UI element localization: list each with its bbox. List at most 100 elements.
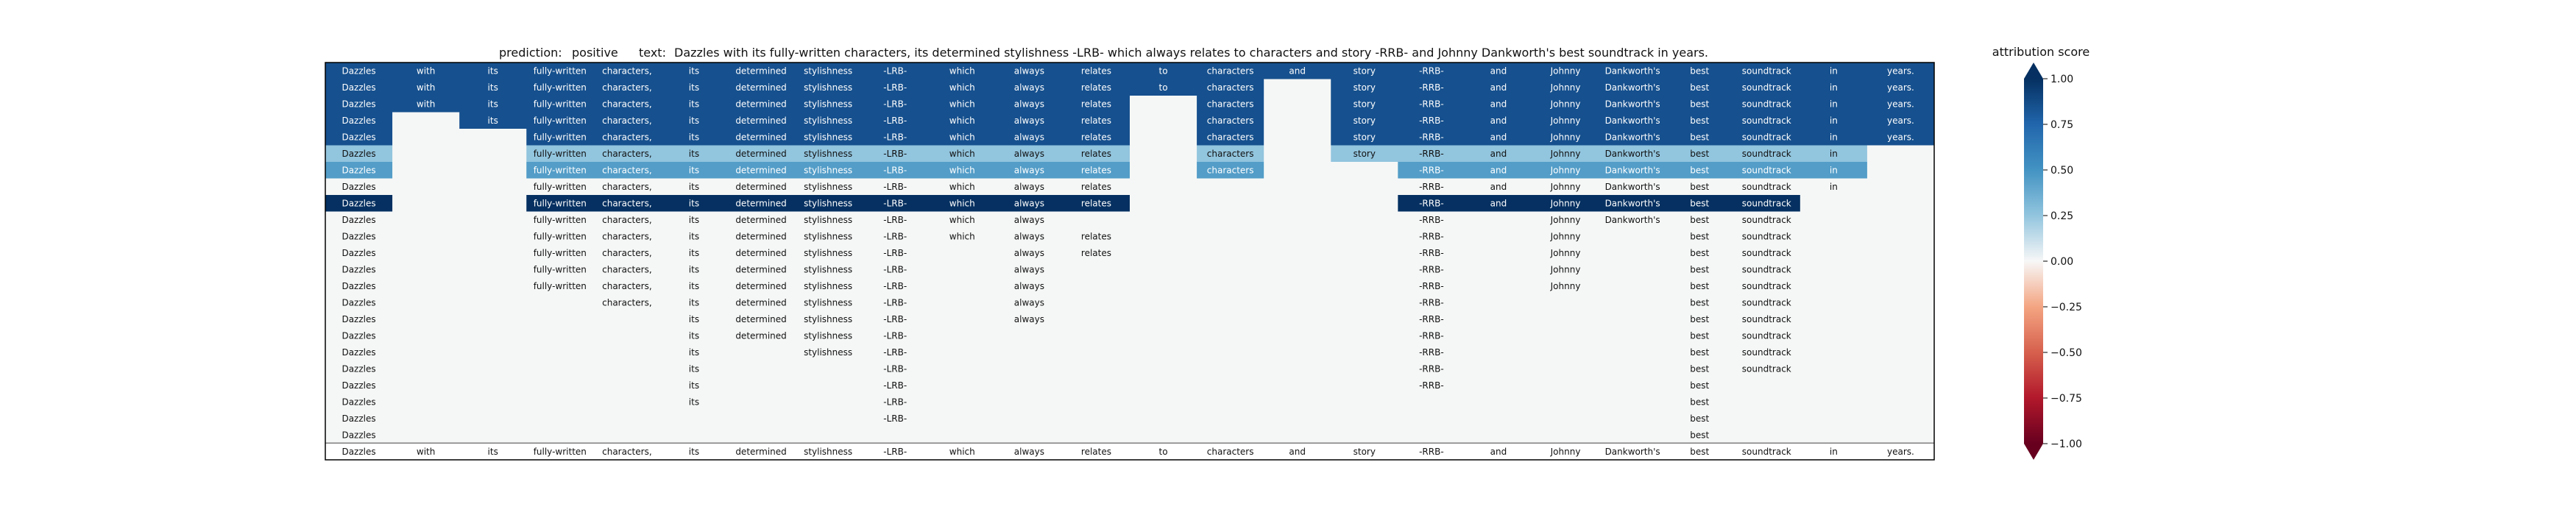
heatmap-token-label: always <box>1014 149 1044 159</box>
heatmap-token-label: -LRB- <box>883 347 907 358</box>
heatmap-token-label: fully-written <box>534 165 587 175</box>
heatmap-token-label: fully-written <box>534 149 587 159</box>
title-prediction-label: prediction: <box>499 46 562 60</box>
heatmap-token-label: its <box>689 397 699 407</box>
heatmap-token-label: always <box>1014 281 1044 291</box>
heatmap-token-label: always <box>1014 65 1044 76</box>
heatmap-cell-band <box>1197 96 1264 113</box>
heatmap-token-label: relates <box>1081 82 1111 93</box>
heatmap-cell-band <box>526 195 1130 212</box>
heatmap-token-label: to <box>1159 65 1168 76</box>
colorbar-tick-label: −1.00 <box>2050 438 2082 450</box>
heatmap-token-label: its <box>689 116 699 126</box>
heatmap-token-label: Dankworth's <box>1605 198 1660 208</box>
heatmap-token-label: soundtrack <box>1742 363 1791 374</box>
heatmap-token-label: relates <box>1081 65 1111 76</box>
heatmap-token-label: best <box>1690 264 1709 274</box>
heatmap-token-label: fully-written <box>534 132 587 142</box>
heatmap-token-label: fully-written <box>534 198 587 208</box>
heatmap-cell-band <box>1331 129 1934 146</box>
colorbar-tick-label: −0.75 <box>2050 393 2082 405</box>
heatmap-token-label: its <box>689 82 699 93</box>
heatmap-token-label: which <box>949 116 975 126</box>
heatmap-token-label: Johnny <box>1550 165 1581 175</box>
heatmap-token-label: Johnny <box>1550 149 1581 159</box>
heatmap-token-label: Dankworth's <box>1605 182 1660 192</box>
baseline-token-label: characters, <box>602 447 652 457</box>
heatmap-token-label: stylishness <box>804 347 852 358</box>
heatmap-token-label: Johnny <box>1550 248 1581 258</box>
baseline-token-label: Dankworth's <box>1605 447 1660 457</box>
heatmap-token-label: soundtrack <box>1742 198 1791 208</box>
heatmap-token-label: its <box>689 132 699 142</box>
heatmap-token-label: Dankworth's <box>1605 132 1660 142</box>
baseline-token-label: its <box>689 447 699 457</box>
heatmap-token-label: -LRB- <box>883 132 907 142</box>
heatmap-token-label: stylishness <box>804 231 852 241</box>
baseline-token-label: to <box>1159 447 1168 457</box>
heatmap-token-label: -RRB- <box>1419 82 1444 93</box>
heatmap-token-label: its <box>689 248 699 258</box>
heatmap-token-label: stylishness <box>804 132 852 142</box>
heatmap-token-label: Johnny <box>1550 116 1581 126</box>
colorbar-top-extend <box>2024 63 2043 79</box>
heatmap-token-label: years. <box>1887 132 1914 142</box>
heatmap-token-label: soundtrack <box>1742 116 1791 126</box>
heatmap-token-label: Dazzles <box>342 116 375 126</box>
heatmap-token-label: soundtrack <box>1742 248 1791 258</box>
heatmap-token-label: stylishness <box>804 281 852 291</box>
heatmap-token-label: soundtrack <box>1742 132 1791 142</box>
heatmap-token-label: relates <box>1081 248 1111 258</box>
heatmap-token-label: characters <box>1207 65 1254 76</box>
heatmap-token-label: its <box>488 116 498 126</box>
heatmap-cell-band <box>325 129 393 146</box>
heatmap-token-label: best <box>1690 413 1709 424</box>
heatmap-cell-band <box>1398 195 1800 212</box>
heatmap-token-label: -LRB- <box>883 297 907 308</box>
heatmap-token-label: stylishness <box>804 99 852 109</box>
heatmap-token-label: Johnny <box>1550 82 1581 93</box>
heatmap-token-label: Dazzles <box>342 380 375 391</box>
heatmap-token-label: determined <box>735 281 786 291</box>
baseline-token-label: story <box>1354 447 1376 457</box>
heatmap-token-label: -RRB- <box>1419 281 1444 291</box>
heatmap-token-label: -LRB- <box>883 264 907 274</box>
heatmap-token-label: its <box>689 281 699 291</box>
heatmap-token-label: fully-written <box>534 215 587 225</box>
heatmap-token-label: fully-written <box>534 116 587 126</box>
heatmap-token-label: fully-written <box>534 65 587 76</box>
heatmap-token-label: and <box>1490 198 1507 208</box>
heatmap-token-label: and <box>1490 182 1507 192</box>
heatmap-token-label: Dazzles <box>342 264 375 274</box>
heatmap-token-label: in <box>1830 182 1838 192</box>
heatmap-token-label: best <box>1690 82 1709 93</box>
colorbar-tick-label: 0.75 <box>2050 119 2073 131</box>
title-prediction-value: positive <box>572 46 618 60</box>
heatmap-token-label: -RRB- <box>1419 330 1444 341</box>
heatmap-token-label: determined <box>735 297 786 308</box>
heatmap-token-label: -LRB- <box>883 182 907 192</box>
heatmap-token-label: Dankworth's <box>1605 82 1660 93</box>
heatmap-token-label: in <box>1830 65 1838 76</box>
heatmap-token-label: soundtrack <box>1742 215 1791 225</box>
heatmap-token-label: its <box>689 380 699 391</box>
heatmap-token-label: characters, <box>602 198 652 208</box>
heatmap-cell-band <box>1197 129 1264 146</box>
heatmap-token-label: story <box>1354 149 1376 159</box>
heatmap-token-label: -RRB- <box>1419 149 1444 159</box>
heatmap-token-label: characters, <box>602 231 652 241</box>
heatmap-token-label: Johnny <box>1550 198 1581 208</box>
heatmap-token-label: soundtrack <box>1742 330 1791 341</box>
heatmap-token-label: -LRB- <box>883 198 907 208</box>
heatmap-token-label: Johnny <box>1550 264 1581 274</box>
heatmap-token-label: characters, <box>602 116 652 126</box>
heatmap-cell-band <box>325 195 393 212</box>
heatmap-token-label: best <box>1690 116 1709 126</box>
heatmap-token-label: its <box>689 215 699 225</box>
heatmap-cell-band <box>1331 112 1934 129</box>
heatmap-token-label: best <box>1690 430 1709 440</box>
heatmap-token-label: its <box>488 82 498 93</box>
heatmap-token-label: best <box>1690 99 1709 109</box>
heatmap-cell-band <box>325 112 393 129</box>
